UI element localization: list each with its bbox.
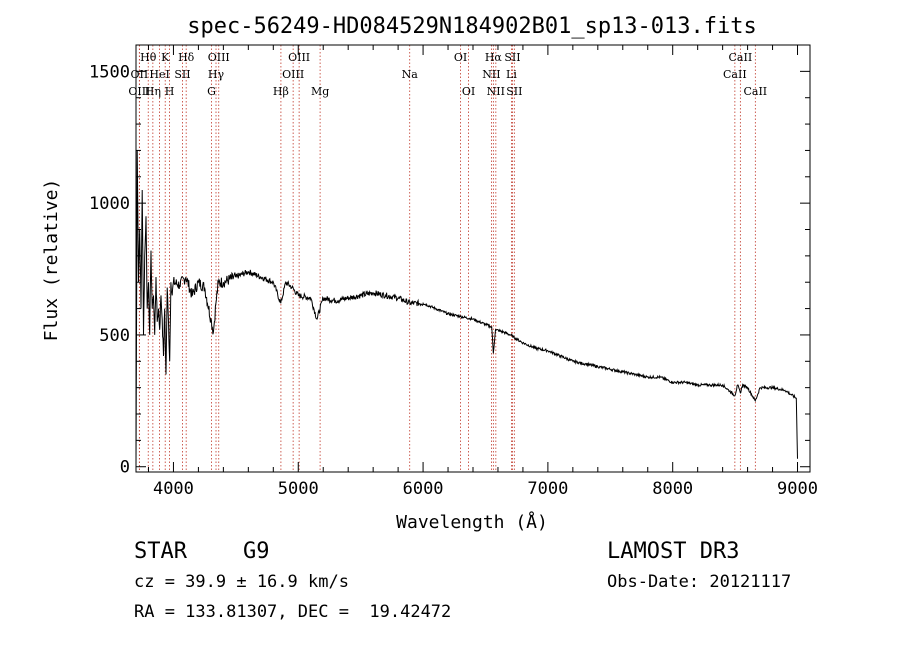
spectral-line-label: SII: [174, 68, 190, 81]
observation-date: Obs-Date: 20121117: [607, 572, 792, 592]
spectral-line-label: CaII: [729, 51, 753, 64]
spectral-line-label: Mg: [311, 85, 329, 98]
x-tick-label: 4000: [153, 479, 194, 499]
x-tick-label: 9000: [777, 479, 818, 499]
spectral-line-markers: [138, 45, 756, 472]
object-subclass: G9: [243, 539, 270, 564]
spectral-line-label: Hη: [145, 85, 161, 98]
spectral-line-label: K: [161, 51, 170, 64]
spectral-line-label: Na: [402, 68, 419, 81]
spectral-line-label: CaII: [743, 85, 767, 98]
spectral-line-label: OII: [131, 68, 149, 81]
spectral-line-label: NII: [482, 68, 500, 81]
spectral-line-label: Hβ: [273, 85, 289, 98]
y-axis-ticks: 0 500 1000 1500: [89, 62, 810, 478]
spectral-line-label: Hθ: [140, 51, 157, 64]
x-tick-label: 6000: [403, 479, 444, 499]
spectral-line-label: OIII: [208, 51, 230, 64]
y-tick-label: 1000: [89, 194, 130, 214]
x-axis-ticks: 4000 5000 6000 7000 8000 9000: [147, 45, 818, 499]
y-axis-label: Flux (relative): [41, 179, 62, 342]
spectral-line-label: OIII: [128, 85, 150, 98]
x-tick-label: 5000: [278, 479, 319, 499]
spectral-line-label: SII: [504, 51, 520, 64]
spectral-line-label: CaII: [723, 68, 747, 81]
redshift-velocity: cz = 39.9 ± 16.9 km/s: [134, 572, 349, 592]
y-tick-label: 0: [120, 458, 130, 478]
x-axis-label: Wavelength (Å): [396, 511, 548, 533]
plot-frame: [135, 44, 811, 473]
spectral-line-label: HeI: [149, 68, 169, 81]
spectral-line-label: Hδ: [178, 51, 195, 64]
spectral-line-label: Hγ: [208, 68, 225, 81]
chart-title: spec-56249-HD084529N184902B01_sp13-013.f…: [187, 14, 757, 39]
spectral-line-label: OI: [462, 85, 475, 98]
y-tick-label: 1500: [89, 62, 130, 82]
flux-series-line: [135, 150, 798, 465]
spectral-line-labels: Hθ OII OIII K HeI Hη Hδ SII H OIII Hγ G OIII OIII Hβ Mg…: [128, 51, 767, 98]
spectral-line-label: OIII: [282, 68, 304, 81]
x-tick-label: 7000: [527, 479, 568, 499]
spectral-line-label: G: [207, 85, 216, 98]
survey-name: LAMOST DR3: [607, 539, 740, 564]
spectral-line-label: OI: [454, 51, 467, 64]
x-tick-label: 8000: [652, 479, 693, 499]
spectral-line-label: NII: [487, 85, 505, 98]
sky-coordinates: RA = 133.81307, DEC = 19.42472: [134, 602, 452, 622]
object-class: STAR: [134, 539, 187, 564]
spectral-line-label: Li: [506, 68, 517, 81]
spectral-line-label: H: [165, 85, 175, 98]
spectral-line-label: SII: [506, 85, 522, 98]
spectral-line-label: Hα: [485, 51, 503, 64]
spectral-line-label: OIII: [288, 51, 310, 64]
y-tick-label: 500: [99, 326, 130, 346]
